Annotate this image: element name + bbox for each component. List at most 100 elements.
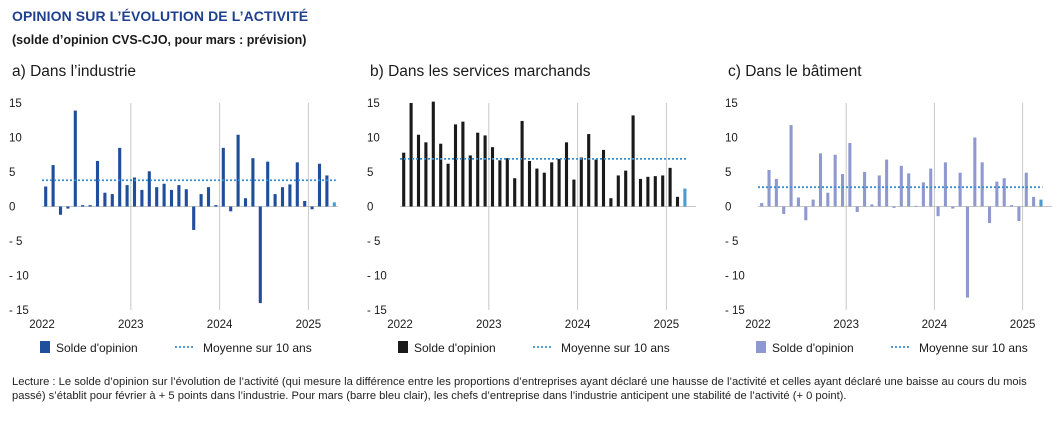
y-tick-label: 10 [725,133,738,145]
bar [280,187,285,207]
y-tick-label: - 5 [367,236,380,248]
bar [453,124,458,207]
legend-bars-label: Solde d'opinion [56,341,138,355]
bar [631,115,635,207]
bar [965,206,970,298]
legend-average-label: Moyenne sur 10 ans [203,341,312,355]
y-tick-label: 5 [725,167,731,179]
y-tick-label: - 5 [9,236,22,248]
bar [579,157,583,207]
bar [550,162,554,207]
bar [162,183,166,207]
bar [572,179,576,207]
bar [594,159,598,207]
bar [987,206,992,224]
bar [416,134,421,207]
bar [273,194,277,207]
bar [125,185,129,207]
bar [498,160,502,207]
bar [1024,172,1028,207]
bar [936,206,940,217]
bar [483,135,487,207]
bar [907,173,911,207]
y-tick-label: 5 [9,167,15,179]
bar [535,168,539,207]
bar [564,142,569,207]
figure-title: OPINION SUR L’ÉVOLUTION DE L’ACTIVITÉ [12,8,309,24]
bar [461,121,465,207]
x-tick-label: 2025 [296,319,322,331]
bar [863,172,867,207]
x-tick-label: 2025 [654,319,680,331]
legend-bars-swatch [756,341,766,353]
bar [811,199,815,207]
bar [782,206,786,215]
bar [468,155,472,207]
bar [767,169,771,207]
bar [192,206,196,230]
bar [439,143,443,207]
bar [66,206,70,209]
bar [303,200,307,207]
panel-title-services: b) Dans les services marchands [370,63,591,80]
x-tick-label: 2025 [1010,319,1036,331]
bar [840,174,845,207]
y-tick-label: 0 [367,202,373,214]
y-tick-label: 10 [9,133,22,145]
x-tick-label: 2024 [207,319,233,331]
bar [236,134,240,207]
bar [848,143,852,207]
bar [140,189,144,207]
bar [155,187,159,207]
bar [877,175,881,207]
bar [774,178,778,207]
y-tick-label: - 10 [367,271,387,283]
bar [431,101,435,207]
bar [177,185,181,207]
y-tick-label: 0 [9,202,15,214]
y-tick-label: - 15 [725,305,745,317]
bar [310,206,314,210]
x-tick-label: 2022 [29,319,55,331]
bar [870,204,874,207]
bar [229,206,233,212]
bar [476,132,480,207]
bar [110,194,114,207]
bar [527,160,532,207]
bar [892,206,896,208]
y-tick-label: 15 [725,98,738,110]
bar [951,206,955,209]
bar [51,165,55,207]
panel-title-industrie: a) Dans l’industrie [12,63,137,80]
x-tick-label: 2024 [565,319,591,331]
legend-average-label: Moyenne sur 10 ans [919,341,1028,355]
bar [804,206,808,221]
bar [587,134,591,207]
bar [95,160,100,207]
x-tick-label: 2023 [833,319,859,331]
bar [513,178,517,207]
bar [103,192,107,207]
panel-title-batiment: c) Dans le bâtiment [728,63,862,80]
y-tick-label: 15 [9,98,22,110]
bar [675,196,680,207]
bar [943,162,947,207]
bar [973,137,977,207]
bar [266,161,270,207]
bar [616,175,620,207]
y-tick-label: 0 [725,202,731,214]
bar [624,170,628,207]
bar [505,158,509,207]
bar [833,154,837,207]
bar [638,178,643,207]
bar [789,125,793,207]
x-tick-label: 2022 [387,319,413,331]
bar [818,153,823,207]
bar [44,186,48,207]
legend-bars-label: Solde d'opinion [414,341,496,355]
bar [914,205,918,207]
y-tick-label: 5 [367,167,373,179]
bar [542,172,546,207]
bar [601,149,606,207]
